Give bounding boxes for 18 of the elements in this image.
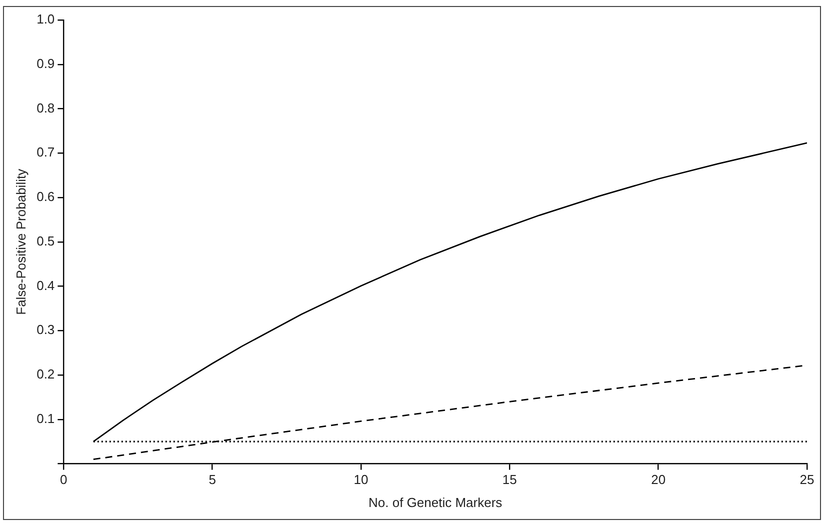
x-tick-label: 10 (354, 472, 368, 488)
x-tick-label: 20 (651, 472, 666, 488)
y-tick-label: 0.6 (36, 189, 55, 204)
x-tick-label: 25 (800, 472, 814, 488)
x-tick-label: 0 (60, 472, 68, 488)
y-tick-label: 0.7 (36, 144, 55, 160)
y-tick-label: 0.3 (36, 322, 55, 338)
x-tick-label: 5 (208, 472, 216, 488)
y-tick-label: 0.8 (36, 100, 55, 116)
x-tick-label: 15 (502, 472, 517, 488)
y-tick-label: 0.2 (36, 366, 55, 382)
y-tick-label: 0.9 (36, 56, 55, 71)
y-tick-label: 0.5 (36, 233, 55, 248)
y-tick-label: 0.4 (36, 278, 55, 293)
y-tick-label: 0.1 (36, 411, 55, 426)
y-axis-title: False-Positive Probability (13, 168, 28, 315)
y-tick-label: 1.0 (36, 12, 55, 27)
x-axis-title: No. of Genetic Markers (368, 494, 503, 510)
